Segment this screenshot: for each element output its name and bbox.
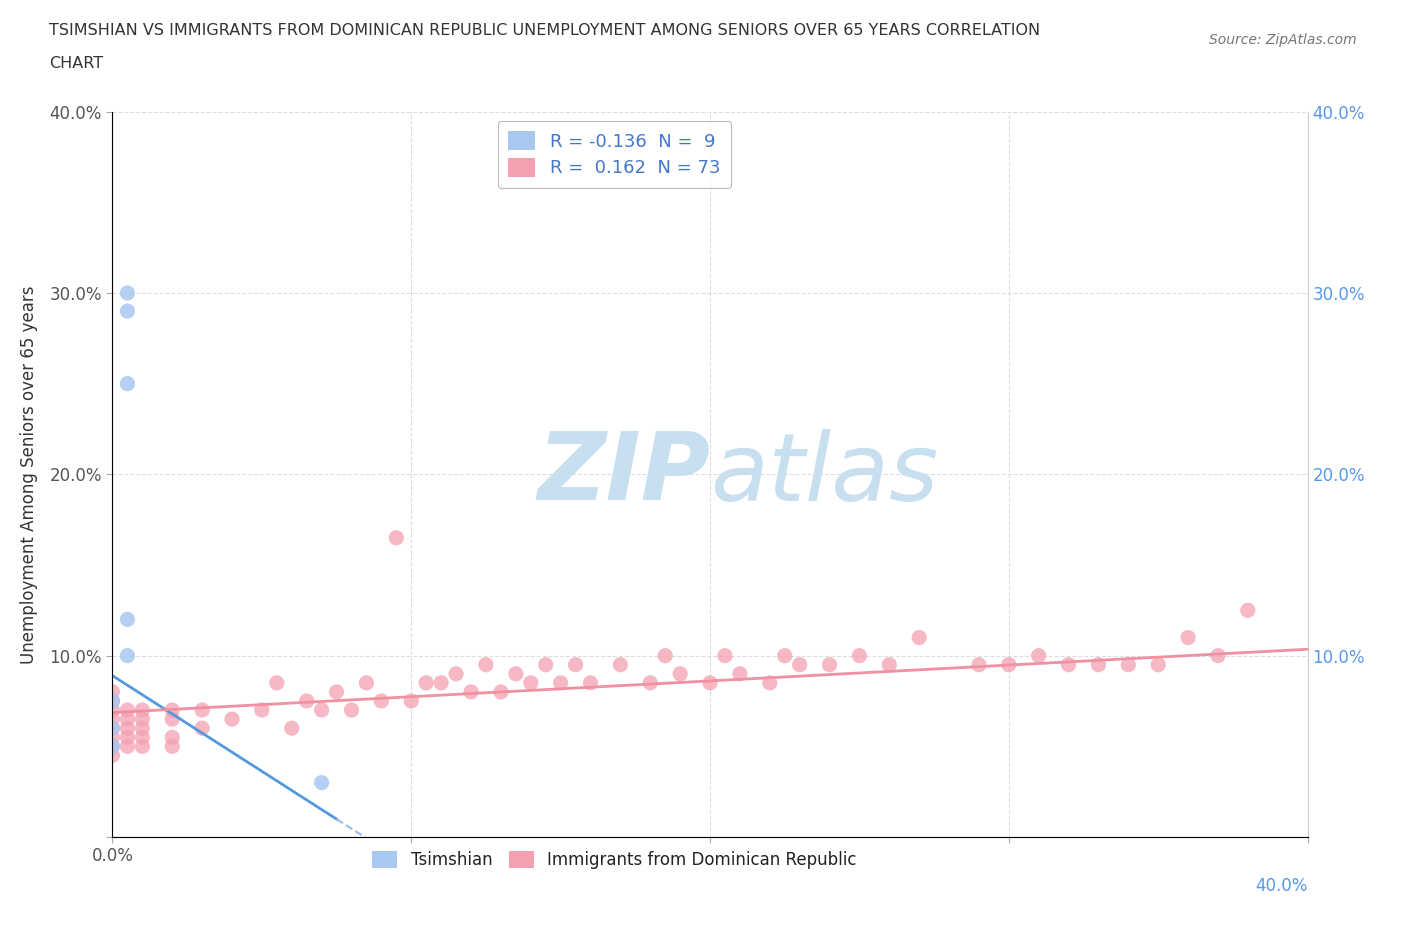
Point — [699, 675, 721, 690]
Point — [101, 848, 124, 863]
Point — [101, 703, 124, 718]
Point — [1206, 648, 1229, 663]
Point — [117, 738, 139, 753]
Point — [356, 675, 378, 690]
Point — [117, 377, 139, 392]
Point — [967, 658, 990, 672]
Point — [520, 675, 543, 690]
Point — [385, 530, 408, 545]
Point — [579, 675, 602, 690]
Point — [759, 675, 782, 690]
Point — [101, 711, 124, 726]
Point — [1177, 631, 1199, 645]
Point — [191, 703, 214, 718]
Point — [415, 675, 437, 690]
Point — [101, 721, 124, 736]
Point — [908, 631, 931, 645]
Point — [444, 667, 467, 682]
Point — [430, 675, 453, 690]
Point — [117, 648, 139, 663]
Point — [117, 884, 139, 898]
Point — [191, 721, 214, 736]
Point — [325, 684, 347, 699]
Point — [117, 303, 139, 318]
Point — [998, 658, 1021, 672]
Point — [266, 675, 288, 690]
Point — [714, 648, 737, 663]
Point — [728, 667, 751, 682]
Point — [131, 730, 153, 745]
Point — [1147, 658, 1170, 672]
Point — [505, 667, 527, 682]
Point — [101, 875, 124, 890]
Point — [460, 684, 482, 699]
Point — [609, 658, 631, 672]
Point — [101, 684, 124, 699]
Point — [640, 675, 662, 690]
Point — [117, 612, 139, 627]
Point — [101, 694, 124, 709]
Point — [162, 703, 183, 718]
Point — [564, 658, 586, 672]
Point — [101, 694, 124, 709]
Point — [221, 711, 243, 726]
Point — [101, 721, 124, 736]
Point — [117, 866, 139, 881]
Point — [370, 694, 392, 709]
Text: Source: ZipAtlas.com: Source: ZipAtlas.com — [1209, 33, 1357, 46]
Point — [117, 711, 139, 726]
Point — [117, 721, 139, 736]
Point — [162, 711, 183, 726]
Point — [1118, 658, 1140, 672]
Point — [101, 738, 124, 753]
Point — [848, 648, 870, 663]
Point — [117, 703, 139, 718]
Point — [401, 694, 423, 709]
Point — [789, 658, 811, 672]
Point — [475, 658, 498, 672]
Point — [311, 776, 333, 790]
Point — [534, 658, 557, 672]
Point — [101, 730, 124, 745]
Point — [1237, 603, 1260, 618]
Point — [131, 738, 153, 753]
Text: atlas: atlas — [710, 429, 938, 520]
Point — [131, 721, 153, 736]
Point — [550, 675, 572, 690]
Y-axis label: Unemployment Among Seniors over 65 years: Unemployment Among Seniors over 65 years — [21, 286, 38, 663]
Point — [879, 658, 901, 672]
Text: CHART: CHART — [49, 56, 103, 71]
Point — [818, 658, 841, 672]
Point — [773, 648, 796, 663]
Legend: Tsimshian, Immigrants from Dominican Republic: Tsimshian, Immigrants from Dominican Rep… — [366, 844, 863, 876]
Point — [1057, 658, 1080, 672]
Point — [654, 648, 676, 663]
Point — [101, 748, 124, 763]
Point — [250, 703, 273, 718]
Point — [340, 703, 363, 718]
Point — [117, 286, 139, 300]
Point — [489, 684, 512, 699]
Text: TSIMSHIAN VS IMMIGRANTS FROM DOMINICAN REPUBLIC UNEMPLOYMENT AMONG SENIORS OVER : TSIMSHIAN VS IMMIGRANTS FROM DOMINICAN R… — [49, 23, 1040, 38]
Text: 40.0%: 40.0% — [1256, 877, 1308, 895]
Point — [669, 667, 692, 682]
Point — [281, 721, 304, 736]
Text: ZIP: ZIP — [537, 429, 710, 520]
Point — [117, 730, 139, 745]
Point — [295, 694, 318, 709]
Point — [311, 884, 333, 898]
Point — [1087, 658, 1109, 672]
Point — [101, 738, 124, 753]
Point — [131, 703, 153, 718]
Point — [162, 738, 183, 753]
Point — [101, 848, 124, 863]
Point — [1028, 648, 1050, 663]
Point — [311, 703, 333, 718]
Point — [162, 730, 183, 745]
Point — [131, 711, 153, 726]
